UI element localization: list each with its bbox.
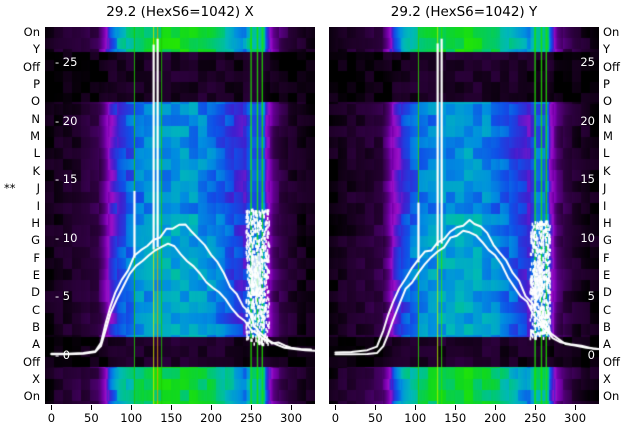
side-label-left-c-16: C (31, 302, 40, 317)
side-label-left-m-6: M (30, 129, 40, 144)
side-label-right-off-19: Off (603, 354, 620, 369)
xtick-label-panel-x-300: 300 (280, 411, 303, 425)
side-label-right-g-12: G (603, 233, 612, 248)
xtick-mark-panel-y-250 (535, 405, 537, 410)
side-label-right-k-8: K (603, 163, 611, 178)
xtick-label-panel-y-250: 250 (524, 411, 547, 425)
side-label-left-p-3: P (33, 77, 40, 92)
xtick-label-panel-x-50: 50 (84, 411, 99, 425)
side-label-right-off-2: Off (603, 59, 620, 74)
side-label-left-on-21: On (23, 389, 40, 404)
xtick-mark-panel-x-0 (51, 405, 53, 410)
xtick-label-panel-y-50: 50 (368, 411, 383, 425)
side-label-right-m-6: M (603, 129, 613, 144)
side-label-left-x-20: X (32, 372, 40, 386)
xtick-label-panel-y-100: 100 (404, 411, 427, 425)
side-label-left-b-17: B (32, 319, 40, 334)
side-label-left-on-0: On (23, 25, 40, 39)
side-label-right-h-11: H (603, 215, 612, 230)
xtick-mark-panel-y-200 (495, 405, 497, 410)
xtick-mark-panel-y-150 (455, 405, 457, 410)
marker-asterisk: ** (4, 181, 16, 196)
xtick-label-panel-x-100: 100 (120, 411, 143, 425)
xtick-label-panel-y-150: 150 (444, 411, 467, 425)
side-label-left-a-18: A (32, 337, 40, 352)
xtick-mark-panel-y-100 (415, 405, 417, 410)
side-label-right-f-13: F (603, 250, 610, 265)
panel-y-canvas (329, 27, 599, 404)
side-label-left-g-12: G (31, 233, 40, 248)
side-label-right-j-9: J (603, 181, 607, 196)
side-label-left-f-13: F (33, 250, 40, 265)
side-label-right-d-15: D (603, 285, 612, 300)
side-label-left-k-8: K (32, 163, 40, 178)
side-label-left-j-9: J (36, 181, 40, 196)
side-label-left-o-4: O (30, 94, 40, 109)
xtick-label-panel-x-200: 200 (200, 411, 223, 425)
xtick-mark-panel-x-200 (211, 405, 213, 410)
panel-x-plot[interactable] (45, 27, 315, 404)
side-label-right-b-17: B (603, 319, 611, 334)
panel-x-canvas (45, 27, 315, 404)
xtick-mark-panel-y-300 (575, 405, 577, 410)
side-label-left-off-2: Off (23, 59, 40, 74)
side-label-right-n-5: N (603, 111, 612, 126)
xtick-label-panel-y-300: 300 (564, 411, 587, 425)
side-label-left-off-19: Off (23, 354, 40, 369)
side-label-left-n-5: N (31, 111, 40, 126)
panel-x-title: 29.2 (HexS6=1042) X (106, 4, 254, 20)
xtick-mark-panel-x-50 (91, 405, 93, 410)
xtick-label-panel-x-0: 0 (47, 411, 56, 425)
side-label-left-i-10: I (36, 198, 40, 213)
side-label-right-on-0: On (603, 25, 620, 39)
side-label-right-i-10: I (603, 198, 607, 213)
xtick-label-panel-x-250: 250 (240, 411, 263, 425)
xtick-mark-panel-x-250 (251, 405, 253, 410)
side-label-right-l-7: L (603, 146, 610, 161)
xtick-mark-panel-x-150 (171, 405, 173, 410)
side-label-left-l-7: L (33, 146, 40, 161)
side-label-left-d-15: D (31, 285, 40, 300)
xtick-mark-panel-y-50 (375, 405, 377, 410)
xtick-mark-panel-y-0 (335, 405, 337, 410)
side-label-left-h-11: H (31, 215, 40, 230)
side-label-right-c-16: C (603, 302, 612, 317)
xtick-label-panel-y-200: 200 (484, 411, 507, 425)
side-label-right-p-3: P (603, 77, 610, 92)
side-label-right-e-14: E (603, 267, 611, 282)
side-label-right-o-4: O (603, 94, 613, 109)
side-label-right-a-18: A (603, 337, 611, 352)
panel-y-title: 29.2 (HexS6=1042) Y (390, 4, 538, 20)
xtick-mark-panel-x-300 (291, 405, 293, 410)
xtick-mark-panel-x-100 (131, 405, 133, 410)
side-label-right-on-21: On (603, 389, 620, 404)
panel-y-plot[interactable] (329, 27, 599, 404)
xtick-label-panel-x-150: 150 (160, 411, 183, 425)
side-label-right-x-20: X (603, 372, 611, 386)
side-label-left-y-1: Y (32, 42, 40, 57)
side-label-left-e-14: E (32, 267, 40, 282)
xtick-label-panel-y-0: 0 (331, 411, 340, 425)
side-label-right-y-1: Y (603, 42, 611, 57)
